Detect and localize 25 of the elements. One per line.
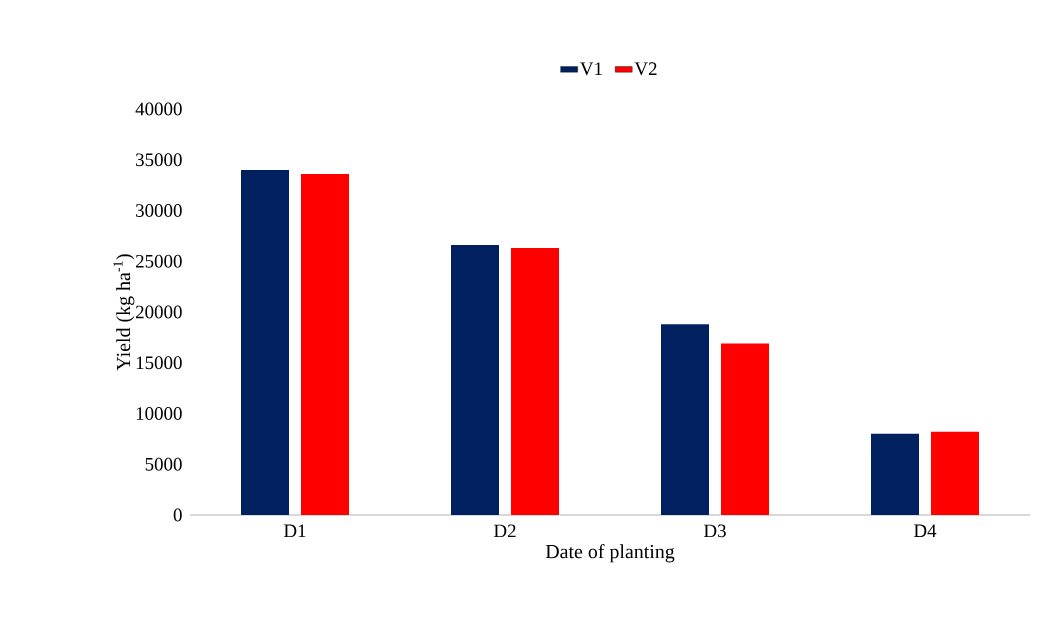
y-tick-label: 25000 [135, 254, 182, 268]
y-tick-label: 30000 [136, 204, 182, 217]
x-tick-label: D1 [283, 524, 306, 538]
bar [871, 433, 920, 515]
x-tick-label: D3 [703, 524, 726, 538]
bar [931, 431, 980, 515]
bar [241, 169, 289, 515]
bar [511, 248, 559, 515]
legend-label: V1 [580, 62, 602, 76]
y-axis-title: Yield (kg ha$^{-1}$) [113, 254, 135, 371]
y-tick-label: 0 [173, 508, 182, 522]
y-tick-label: 35000 [136, 153, 182, 167]
x-tick-label: D4 [913, 524, 937, 538]
y-tick-label: 40000 [135, 102, 182, 116]
bar [661, 324, 709, 515]
legend-label: V2 [634, 62, 657, 76]
y-tick-label: 15000 [136, 356, 182, 370]
bar [721, 343, 769, 515]
y-tick-label: 10000 [136, 407, 182, 420]
x-tick-label: D2 [493, 524, 516, 538]
bar [301, 173, 349, 515]
y-tick-label: 20000 [135, 305, 182, 319]
x-axis-title: Date of planting [545, 544, 675, 563]
bar [451, 245, 499, 515]
y-tick-label: 5000 [145, 457, 182, 471]
